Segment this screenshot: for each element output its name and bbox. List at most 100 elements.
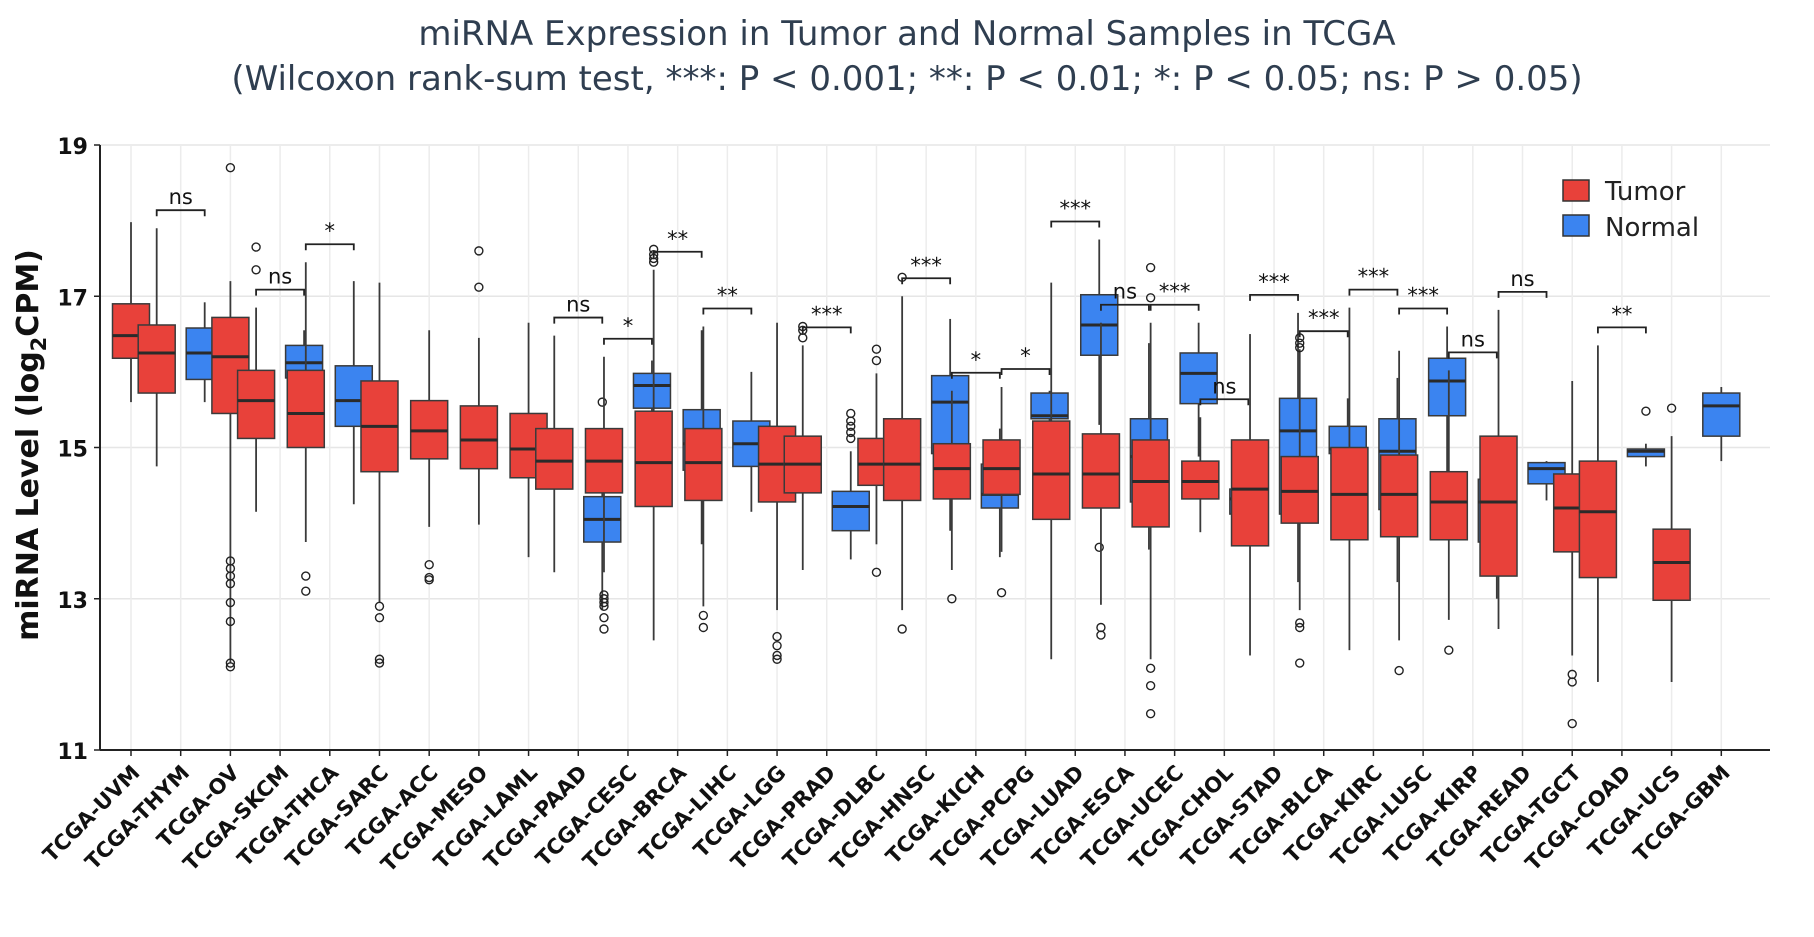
box-outlier	[1295, 338, 1305, 348]
significance-marker: ns	[255, 265, 305, 296]
y-tick-label: 15	[57, 438, 88, 463]
significance-bracket	[702, 307, 753, 315]
significance-marker: ns	[1100, 280, 1150, 311]
significance-bracket	[1249, 293, 1299, 301]
box-outlier	[424, 575, 434, 585]
box-outlier	[772, 650, 782, 661]
box-outlier	[798, 333, 808, 343]
box-iqr	[1479, 435, 1518, 577]
significance-bracket	[603, 337, 653, 345]
legend-label-tumor: Tumor	[1604, 177, 1686, 207]
box-tumor-tcga-hnsc	[882, 272, 922, 634]
y-axis-label: miRNA Level (log2CPM)	[11, 249, 51, 641]
significance-bracket	[1050, 220, 1101, 228]
box-tumor-tcga-paad	[535, 335, 574, 573]
box-tumor-tcga-coad	[1578, 345, 1618, 682]
box-tumor-tcga-prad	[783, 321, 823, 571]
box-outlier	[1295, 618, 1305, 628]
y-axis-label-end: CPM)	[11, 249, 46, 337]
legend-swatch-normal	[1562, 214, 1590, 237]
box-outlier	[772, 654, 782, 664]
significance-label: ***	[910, 253, 942, 277]
box-iqr	[535, 427, 574, 490]
significance-bracket	[1348, 288, 1399, 296]
box-outlier	[1145, 293, 1156, 303]
significance-bracket	[950, 371, 1001, 379]
box-outlier	[1666, 403, 1677, 413]
significance-label: **	[717, 284, 738, 308]
box-normal-tcga-ucec	[1179, 322, 1218, 457]
y-axis-label-subscript: 2	[27, 337, 51, 352]
box-tumor-tcga-lihc	[684, 326, 723, 633]
box-outlier	[225, 616, 236, 627]
box-outlier	[599, 612, 609, 623]
significance-label: *	[623, 314, 634, 338]
box-outlier	[225, 162, 236, 173]
y-tick-label: 11	[57, 740, 88, 765]
box-iqr	[882, 418, 922, 502]
box-outlier	[374, 654, 385, 664]
box-iqr	[932, 442, 972, 500]
box-outlier	[1394, 665, 1404, 676]
significance-bracket	[1398, 307, 1449, 315]
significance-label: ***	[1308, 306, 1340, 330]
box-outlier	[374, 658, 385, 668]
box-tumor-tcga-thym	[137, 228, 176, 467]
significance-label: **	[667, 227, 688, 251]
box-outlier	[225, 578, 236, 589]
significance-label: ns	[169, 185, 193, 209]
box-iqr	[634, 410, 673, 508]
y-tick-label: 19	[57, 135, 88, 160]
box-outlier	[871, 344, 882, 354]
box-normal-tcga-prad	[831, 408, 871, 560]
y-tick-label: 17	[57, 286, 88, 311]
box-iqr	[286, 369, 326, 449]
significance-marker: *	[950, 348, 1001, 379]
box-iqr	[1578, 460, 1618, 579]
box-iqr	[1179, 352, 1218, 405]
box-outlier	[1145, 681, 1156, 691]
significance-marker: ***	[901, 253, 952, 285]
significance-bracket	[1497, 290, 1548, 298]
box-outlier	[846, 433, 856, 444]
significance-marker: *	[603, 314, 653, 345]
box-iqr	[1031, 420, 1071, 521]
box-iqr	[1702, 392, 1741, 437]
significance-marker: ***	[1398, 284, 1449, 315]
significance-marker: *	[304, 219, 355, 251]
significance-marker: ***	[1050, 197, 1101, 228]
box-normal-tcga-coad	[1626, 406, 1666, 467]
significance-label: ns	[1510, 267, 1534, 291]
significance-marker: ns	[553, 293, 604, 324]
box-normal-tcga-pcpg	[1030, 390, 1069, 422]
legend-label-normal: Normal	[1605, 213, 1699, 243]
box-outlier	[374, 601, 385, 612]
box-outlier	[996, 588, 1007, 598]
box-iqr	[1081, 433, 1121, 509]
significance-bracket	[801, 326, 852, 334]
box-outlier	[599, 597, 609, 608]
box-outlier	[597, 397, 607, 407]
box-iqr	[1427, 357, 1467, 417]
legend-swatch-tumor	[1562, 179, 1590, 202]
box-outlier	[251, 242, 261, 252]
significance-label: *	[325, 219, 336, 243]
box-tumor-tcga-kich	[932, 390, 972, 604]
box-outlier	[947, 594, 957, 604]
significance-label: ns	[1113, 280, 1137, 304]
box-outlier	[1096, 622, 1106, 633]
significance-marker: ***	[1149, 280, 1200, 311]
box-outlier	[772, 631, 782, 642]
box-outlier	[871, 355, 882, 366]
box-iqr	[982, 439, 1021, 496]
box-iqr	[1379, 454, 1419, 538]
box-tumor-tcga-kirp	[1429, 370, 1469, 655]
significance-marker: ns	[1199, 374, 1250, 406]
box-iqr	[137, 324, 176, 394]
box-outlier	[599, 601, 609, 612]
significance-marker: **	[702, 284, 753, 315]
box-tumor-tcga-chol	[1181, 417, 1220, 533]
box-outlier	[225, 597, 236, 608]
box-outlier	[698, 610, 709, 621]
box-layer	[111, 162, 1741, 729]
